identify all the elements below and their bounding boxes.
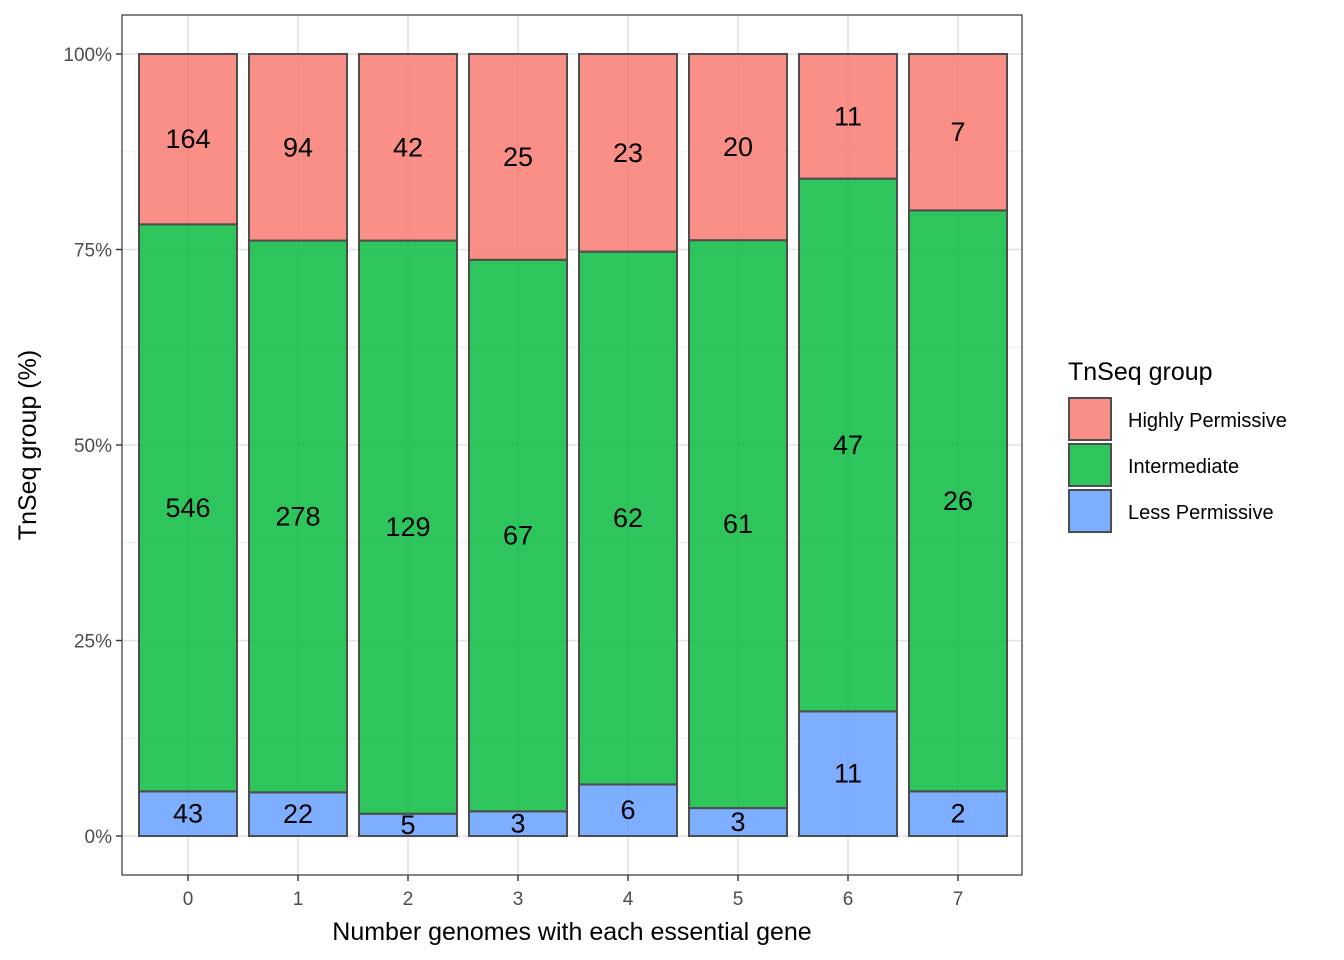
legend-key-less-permissive [1068, 489, 1112, 533]
bar-segment-highly-permissive-1 [248, 53, 348, 242]
bar-value-label: 42 [393, 132, 423, 162]
bar-segment-highly-permissive-5 [688, 53, 788, 242]
legend-title: TnSeq group [1068, 358, 1213, 386]
bar-segment-intermediate-0 [138, 223, 238, 793]
x-tick-label: 0 [183, 889, 194, 910]
bar-value-label: 6 [620, 795, 635, 825]
bar-segment-intermediate-4 [578, 250, 678, 786]
x-tick-label: 5 [733, 889, 744, 910]
x-tick-label: 1 [293, 889, 304, 910]
bar-value-label: 5 [400, 810, 415, 840]
bar-value-label: 62 [613, 503, 643, 533]
bar-value-label: 47 [833, 430, 863, 460]
legend-key-highly-permissive [1068, 397, 1112, 441]
x-tick-label: 2 [403, 889, 414, 910]
legend-label: Intermediate [1128, 456, 1239, 478]
bar-value-label: 94 [283, 132, 313, 162]
bar-value-label: 2 [950, 799, 965, 829]
y-tick-label: 0% [85, 827, 113, 848]
bar-value-label: 26 [943, 486, 973, 516]
bar-value-label: 61 [723, 509, 753, 539]
bar-segment-highly-permissive-4 [578, 53, 678, 253]
bar-segment-intermediate-1 [248, 239, 348, 794]
bar-value-label: 43 [173, 799, 203, 829]
y-tick-label: 75% [74, 241, 112, 262]
bar-value-label: 3 [730, 807, 745, 837]
bar-value-label: 20 [723, 132, 753, 162]
bars-layer [138, 53, 1008, 838]
legend-label: Less Permissive [1128, 502, 1274, 524]
y-axis-title: TnSeq group (%) [14, 350, 42, 540]
bar-value-label: 23 [613, 138, 643, 168]
x-tick-label: 6 [843, 889, 854, 910]
x-tick-label: 7 [953, 889, 964, 910]
bar-segment-highly-permissive-3 [468, 53, 568, 261]
y-tick-label: 25% [74, 632, 112, 653]
bar-value-label: 278 [275, 501, 320, 531]
bar-value-label: 11 [834, 759, 862, 789]
bar-segment-intermediate-6 [798, 177, 898, 713]
bar-segment-less-permissive-0 [138, 790, 238, 837]
bar-value-label: 11 [834, 101, 862, 131]
bar-value-label: 3 [510, 809, 525, 839]
bar-segment-highly-permissive-2 [358, 53, 458, 242]
x-tick-label: 4 [623, 889, 634, 910]
y-axis: 0% 25% 50% 75% 100% [63, 45, 122, 848]
bar-value-label: 67 [503, 521, 533, 551]
bar-value-label: 546 [165, 493, 210, 523]
y-tick-label: 100% [63, 45, 112, 66]
bar-segment-highly-permissive-7 [908, 53, 1008, 212]
legend-key-intermediate [1068, 443, 1112, 487]
bar-segment-less-permissive-1 [248, 791, 348, 837]
legend-label: Highly Permissive [1128, 410, 1287, 432]
x-axis: 0 1 2 3 4 5 6 7 [183, 875, 964, 910]
bar-value-label: 7 [950, 117, 965, 147]
bar-value-label: 22 [283, 799, 313, 829]
bar-segment-highly-permissive-0 [138, 53, 238, 226]
bar-value-label: 129 [385, 512, 430, 542]
legend: TnSeq group Highly Permissive Intermediat… [1068, 358, 1287, 533]
y-tick-label: 50% [74, 436, 112, 457]
x-tick-label: 3 [513, 889, 524, 910]
x-axis-title: Number genomes with each essential gene [332, 918, 811, 946]
bar-value-label: 164 [165, 124, 210, 154]
bar-value-label: 25 [503, 142, 533, 172]
bar-labels-layer: 43 546 164 22 278 94 5 129 42 3 67 25 6 62 23 3 61 20 11 47… [165, 101, 973, 840]
bar-segment-intermediate-2 [358, 239, 458, 815]
bar-segment-highly-permissive-6 [798, 53, 898, 180]
bar-segment-intermediate-3 [468, 258, 568, 813]
bar-segment-less-permissive-3 [468, 810, 568, 837]
bar-segment-intermediate-7 [908, 209, 1008, 793]
